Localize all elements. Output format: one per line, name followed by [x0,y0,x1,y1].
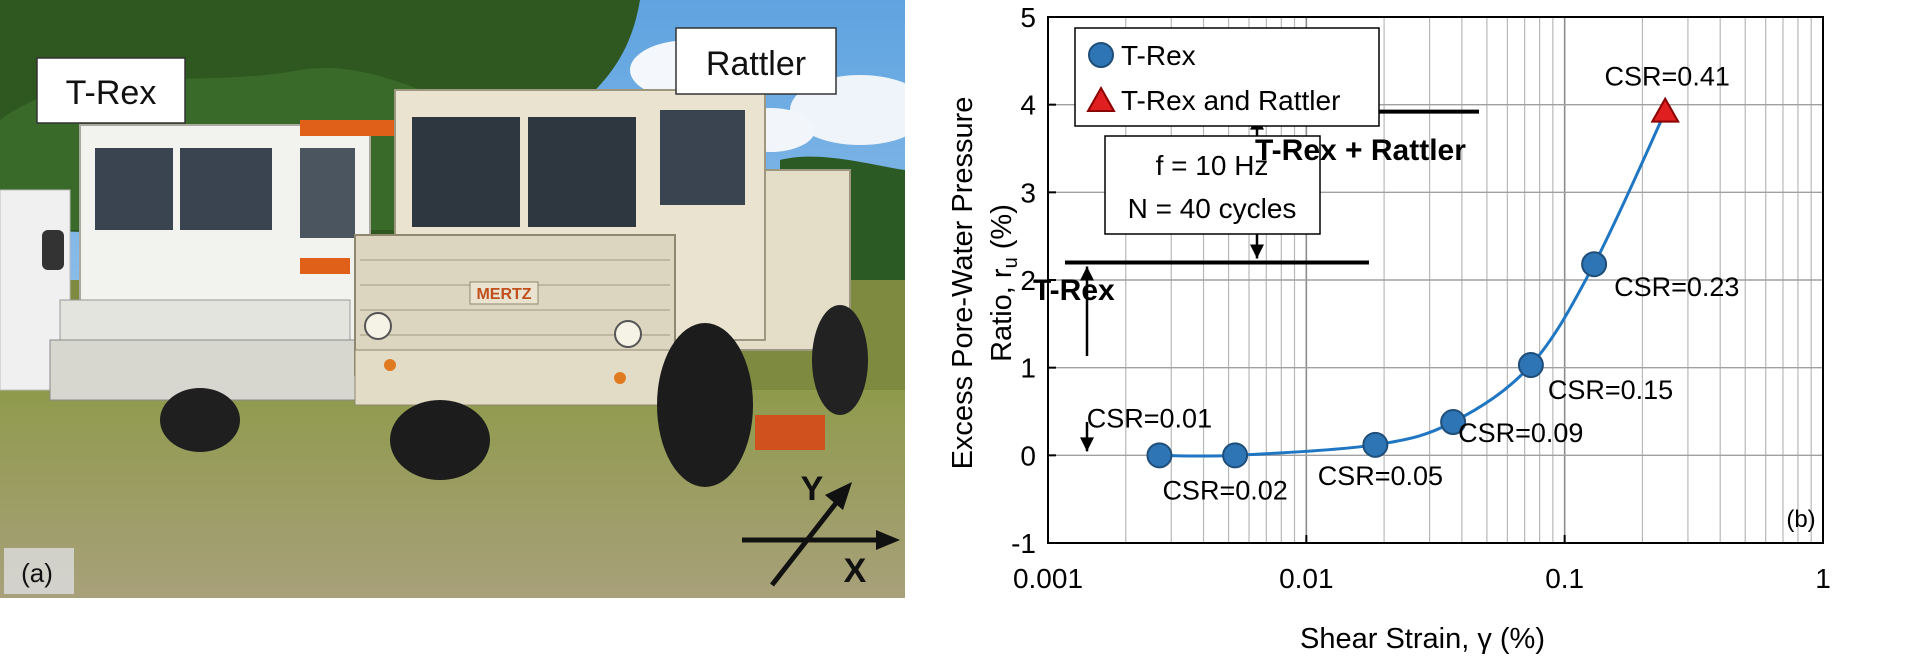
conditions-cycles: N = 40 cycles [1128,193,1297,224]
trex-logo-stripe [300,258,350,274]
annotation-trex-range: T-Rex [1033,274,1115,307]
y-axis-title-line2: Ratio, ru (%) [986,204,1022,362]
rattler-truck: MERTZ [354,89,868,487]
legend-label-trex-rattler: T-Rex and Rattler [1121,85,1340,116]
axis-ticks: -1 0 1 2 3 4 5 0.001 0.01 0.1 1 [1011,2,1831,594]
x-tick-label: 0.1 [1545,563,1584,594]
trex-label: T-Rex [66,74,157,112]
csr-label: CSR=0.15 [1548,375,1673,405]
csr-label: CSR=0.23 [1614,272,1739,302]
panel-a-label: (a) [21,558,53,588]
rattler-label: Rattler [706,45,806,83]
legend-marker-trex [1088,42,1114,68]
conditions-frequency: f = 10 Hz [1156,150,1269,181]
rattler-tire [390,400,490,480]
y-tick-label: 5 [1020,2,1036,33]
field-photo: MERTZ T-Rex Rattler X Y (a) [0,0,905,598]
rattler-windshield [412,117,520,227]
marker-trex [1146,442,1173,469]
csr-label: CSR=0.02 [1162,475,1287,505]
axis-x-label: X [844,552,867,590]
x-tick-label: 0.01 [1279,563,1334,594]
trex-orange-boom [300,120,410,136]
legend-label-trex: T-Rex [1121,40,1196,71]
csr-label: CSR=0.01 [1087,403,1212,433]
trailer-window [42,230,64,270]
y-axis-title-subscript: u [1000,257,1022,268]
rattler-bumper [354,349,686,406]
trex-label-box [36,57,186,124]
rattler-nameplate [469,281,539,305]
legend-box [1074,27,1380,127]
rattler-tire [657,323,753,487]
rattler-headlight [364,312,392,340]
trex-bumper [59,299,351,346]
rattler-marker-light [614,372,626,384]
marker-trex [1517,352,1544,379]
rattler-orange-pad [755,415,825,450]
marker-trex [1222,442,1249,469]
csr-label: CSR=0.09 [1458,418,1583,448]
y-tick-label: 2 [1020,265,1036,296]
csr-labels: CSR=0.01 CSR=0.02 CSR=0.05 CSR=0.09 CSR=0.15… [1087,62,1740,506]
axis-y-label: Y [801,470,824,508]
y-axis-title-line1: Excess Pore-Water Pressure [947,97,979,470]
data-markers [1146,96,1680,469]
trex-door-window [300,148,355,238]
conditions-box [1104,135,1321,235]
y-tick-label: 1 [1020,353,1036,384]
legend-marker-trex-rattler [1086,85,1116,112]
x-tick-label: 0.001 [1013,563,1083,594]
y-tick-label: 0 [1020,440,1036,471]
trex-truck [49,120,410,452]
annotation-combined-range: T-Rex + Rattler [1255,134,1466,167]
y-tick-label: 3 [1020,177,1036,208]
marker-trex [1440,409,1467,436]
rattler-label-box [675,27,837,95]
marker-trex [1581,251,1608,278]
marker-trex [1362,431,1389,458]
y-axis-title-suffix: (%) [986,204,1018,257]
x-tick-label: 1 [1815,563,1831,594]
test-conditions: f = 10 Hz N = 40 cycles [1104,135,1321,235]
rattler-windshield [528,117,636,227]
y-tick-label: 4 [1020,90,1036,121]
panel-a-label-bg [4,548,74,594]
trex-arrow-down-head [1080,437,1094,452]
combined-arrow-down-head [1250,244,1264,259]
rattler-nameplate-text: MERTZ [476,286,531,303]
y-tick-label: -1 [1011,528,1036,559]
csr-label: CSR=0.05 [1318,461,1443,491]
rattler-headlight [614,320,642,348]
rattler-tire [812,305,868,415]
trex-tire [160,388,240,452]
xy-axes-indicator [742,482,900,587]
trex-arrow-up-head [1080,266,1094,281]
x-axis-title: Shear Strain, γ (%) [1300,623,1545,655]
legend: T-Rex T-Rex and Rattler [1074,27,1380,127]
rattler-marker-light [384,359,396,371]
panel-b-label: (b) [1786,506,1815,533]
y-axis-title: Excess Pore-Water Pressure Ratio, ru (%) [947,97,1022,470]
trex-windshield [95,148,173,230]
csr-label: CSR=0.41 [1605,62,1730,92]
marker-trex-rattler [1650,96,1680,123]
trex-windshield [180,148,272,230]
rattler-door-window [660,110,745,205]
y-axis-title-prefix: Ratio, r [986,268,1018,362]
